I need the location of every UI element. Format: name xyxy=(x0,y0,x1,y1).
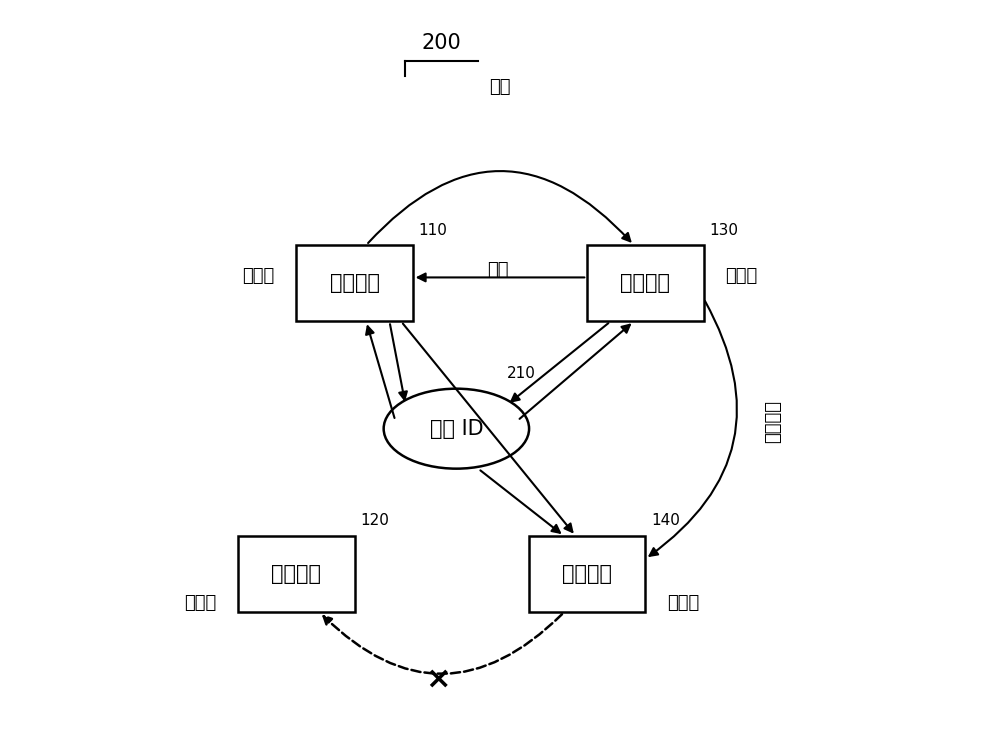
FancyArrowPatch shape xyxy=(324,614,562,674)
Text: 第二设备: 第二设备 xyxy=(562,564,612,584)
Text: 200: 200 xyxy=(422,33,462,53)
Text: 130: 130 xyxy=(709,222,738,238)
Text: 140: 140 xyxy=(651,514,680,528)
FancyBboxPatch shape xyxy=(296,245,413,322)
Text: 住宅内: 住宅内 xyxy=(667,594,699,612)
Text: 配对: 配对 xyxy=(487,261,509,279)
Text: 120: 120 xyxy=(360,514,389,528)
FancyArrowPatch shape xyxy=(368,171,630,243)
FancyBboxPatch shape xyxy=(529,536,645,612)
FancyArrowPatch shape xyxy=(403,324,572,532)
Text: 实质配对: 实质配对 xyxy=(764,400,782,443)
Text: ×: × xyxy=(425,665,451,694)
FancyArrowPatch shape xyxy=(511,323,608,402)
Text: 共同 ID: 共同 ID xyxy=(430,419,483,439)
FancyArrowPatch shape xyxy=(418,273,584,282)
Text: 210: 210 xyxy=(507,365,536,381)
Text: 第一终端: 第一终端 xyxy=(330,273,380,293)
Text: 住宅内: 住宅内 xyxy=(242,267,275,285)
FancyBboxPatch shape xyxy=(587,245,704,322)
FancyBboxPatch shape xyxy=(238,536,355,612)
FancyArrowPatch shape xyxy=(390,324,407,399)
FancyArrowPatch shape xyxy=(366,326,395,418)
Text: 第二终端: 第二终端 xyxy=(271,564,321,584)
FancyArrowPatch shape xyxy=(480,471,560,533)
Text: 配对: 配对 xyxy=(489,78,511,96)
Text: 110: 110 xyxy=(419,222,447,238)
Ellipse shape xyxy=(384,389,529,468)
FancyArrowPatch shape xyxy=(650,301,737,556)
Text: 住宅内: 住宅内 xyxy=(725,267,758,285)
Text: 住宅外: 住宅外 xyxy=(184,594,216,612)
Text: 第一设备: 第一设备 xyxy=(620,273,670,293)
FancyArrowPatch shape xyxy=(520,325,630,419)
